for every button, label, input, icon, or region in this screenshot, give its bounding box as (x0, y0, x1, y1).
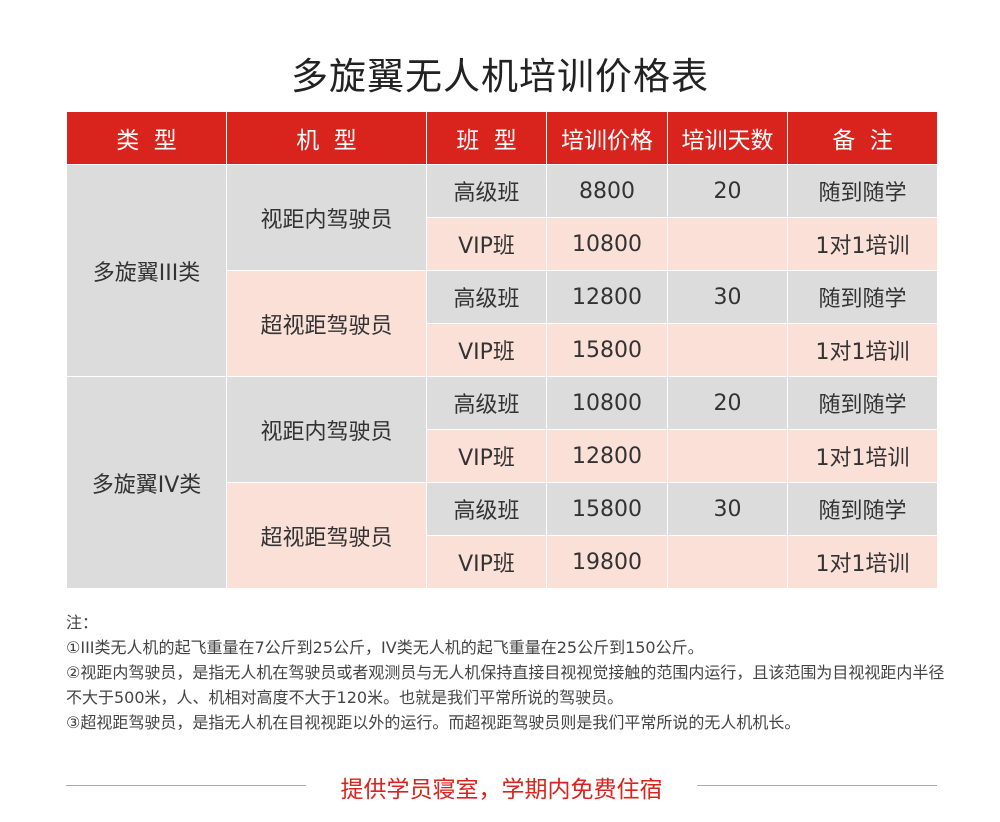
days-cell: 20 (667, 164, 788, 218)
model-cell: 视距内驾驶员 (226, 376, 427, 483)
divider-left (66, 785, 306, 786)
notes: 注： ①III类无人机的起飞重量在7公斤到25公斤，IV类无人机的起飞重量在25公… (66, 610, 946, 735)
note-cell: 随到随学 (787, 376, 938, 430)
note-cell: 随到随学 (787, 270, 938, 324)
column-header: 培训天数 (667, 111, 788, 165)
page-title: 多旋翼无人机培训价格表 (291, 55, 709, 98)
days-cell (667, 535, 788, 589)
price-cell: 12800 (546, 270, 668, 324)
note-cell: 随到随学 (787, 482, 938, 536)
note-cell: 1对1培训 (787, 535, 938, 589)
column-header: 类 型 (66, 111, 227, 165)
days-cell (667, 429, 788, 483)
days-cell (667, 217, 788, 271)
model-cell: 超视距驾驶员 (226, 482, 427, 589)
class-cell: 高级班 (426, 270, 547, 324)
table-header-row: 类 型机 型班 型培训价格 培训天数备 注 (66, 111, 938, 165)
type-cell: 多旋翼IV类 (66, 376, 227, 589)
days-cell: 20 (667, 376, 788, 430)
table-row: VIP班 15800 1对1培训 (67, 323, 938, 377)
price-cell: 12800 (546, 429, 668, 483)
days-cell (667, 323, 788, 377)
column-header: 培训价格 (546, 111, 668, 165)
footer: 提供学员寝室，学期内免费住宿 (66, 770, 937, 803)
divider-right (697, 785, 937, 786)
table-row: 多旋翼III类 视距内驾驶员 高级班 8800 20 随到随学 (66, 164, 938, 377)
table-row: VIP班 10800 1对1培训 (67, 217, 938, 271)
type-cell: 多旋翼III类 (66, 164, 227, 377)
model-cell: 超视距驾驶员 (226, 270, 427, 377)
column-header: 班 型 (426, 111, 547, 165)
days-cell: 30 (667, 270, 788, 324)
price-cell: 8800 (546, 164, 668, 218)
table-row: 超视距驾驶员 高级班 12800 30 随到随学 (67, 270, 938, 377)
class-cell: 高级班 (426, 376, 547, 430)
column-header: 机 型 (226, 111, 427, 165)
note-line: ②视距内驾驶员，是指无人机在驾驶员或者观测员与无人机保持直接目视视觉接触的范围内… (66, 663, 945, 707)
days-cell: 30 (667, 482, 788, 536)
class-cell: 高级班 (426, 482, 547, 536)
note-line: ①III类无人机的起飞重量在7公斤到25公斤，IV类无人机的起飞重量在25公斤到… (66, 638, 704, 657)
price-cell: 10800 (546, 376, 668, 430)
note-cell: 1对1培训 (787, 429, 938, 483)
price-cell: 10800 (546, 217, 668, 271)
table-row: 超视距驾驶员 高级班 15800 30 随到随学 (67, 482, 938, 589)
note-cell: 1对1培训 (787, 217, 938, 271)
note-cell: 1对1培训 (787, 323, 938, 377)
price-cell: 15800 (546, 323, 668, 377)
note-line: ③超视距驾驶员，是指无人机在目视视距以外的运行。而超视距驾驶员则是我们平常所说的… (66, 713, 801, 732)
class-cell: VIP班 (426, 217, 547, 271)
class-cell: 高级班 (426, 164, 547, 218)
price-cell: 15800 (546, 482, 668, 536)
price-table: 类 型机 型班 型培训价格 培训天数备 注 多旋翼III类 视距内驾驶员 高级班 880… (66, 111, 938, 589)
table-row: 多旋翼IV类 视距内驾驶员 高级班 10800 20 随到随学 (66, 376, 938, 589)
class-cell: VIP班 (426, 323, 547, 377)
class-cell: VIP班 (426, 429, 547, 483)
class-cell: VIP班 (426, 535, 547, 589)
note-cell: 随到随学 (787, 164, 938, 218)
table-row: VIP班 19800 1对1培训 (67, 535, 938, 589)
model-cell: 视距内驾驶员 (226, 164, 427, 271)
column-header: 备 注 (787, 111, 938, 165)
price-cell: 19800 (546, 535, 668, 589)
table-row: VIP班 12800 1对1培训 (67, 429, 938, 483)
footer-text: 提供学员寝室，学期内免费住宿 (340, 777, 663, 803)
note-line: 注： (66, 613, 99, 632)
